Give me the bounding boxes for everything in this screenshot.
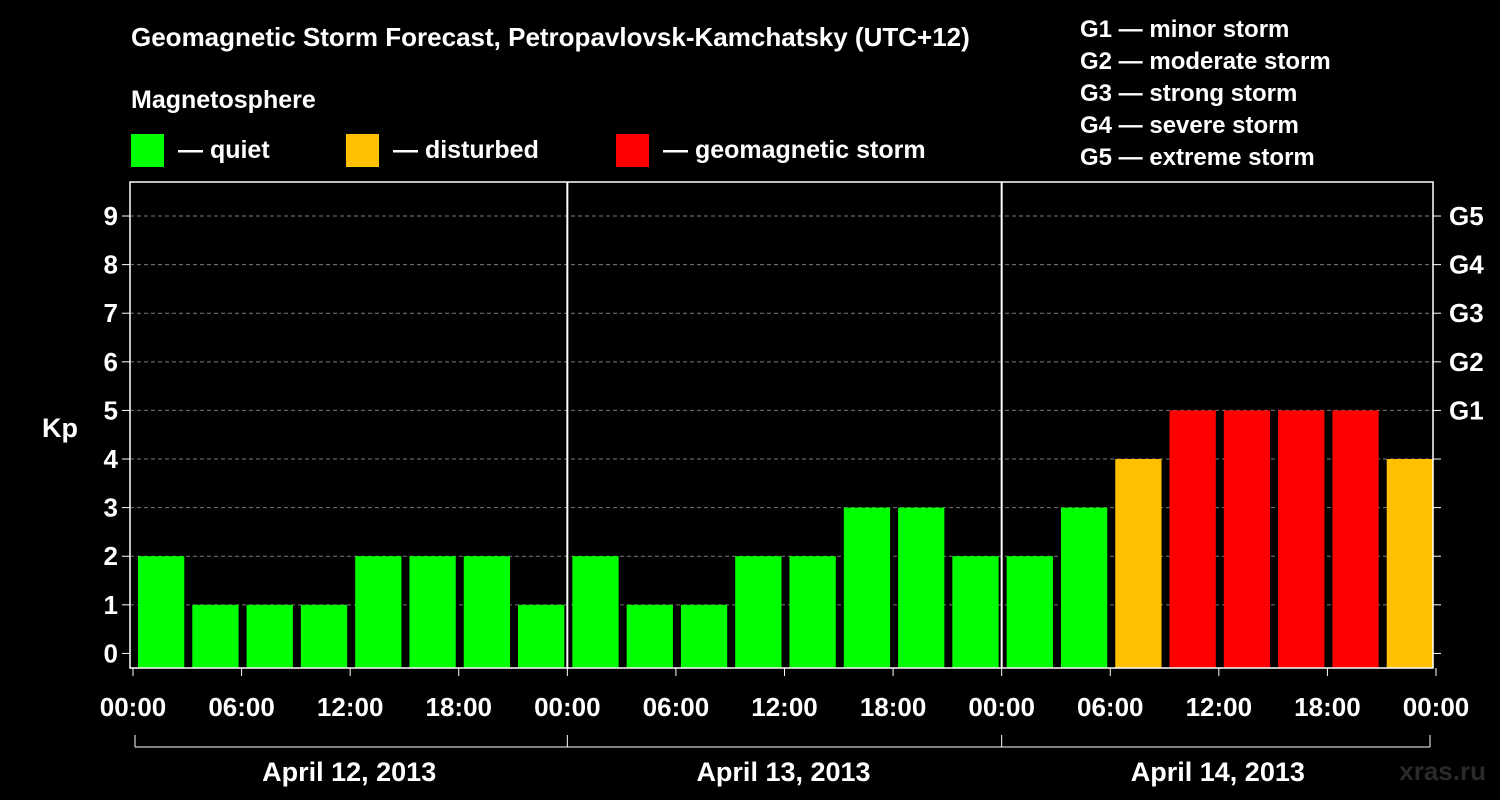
kp-bar [246,604,293,668]
kp-bar [1278,410,1325,668]
storm-scale-g3: G3 — strong storm [1080,80,1298,107]
kp-bar [300,604,348,668]
kp-bar [843,507,891,668]
storm-scale-g1: G1 — minor storm [1080,16,1290,43]
kp-bar [355,556,402,668]
kp-bar [138,556,185,668]
y-tick-label: 1 [104,590,118,620]
kp-bar [463,556,511,668]
kp-bar [1332,410,1379,668]
x-tick-label: 12:00 [317,692,384,722]
day-label: April 13, 2013 [696,757,870,787]
kp-bar [572,556,619,668]
legend-item-quiet: — quiet [131,133,270,167]
site-credit: xras.ru [1399,756,1486,786]
y-tick-label: 6 [104,347,118,377]
kp-bar [1169,410,1216,668]
x-tick-label: 00:00 [100,692,167,722]
day-label: April 12, 2013 [262,757,436,787]
y-tick-label: 7 [104,298,118,328]
y-axis-label: Kp [42,413,78,443]
storm-axis-label: G4 [1449,250,1484,280]
kp-bar [1386,459,1433,668]
plot-frame [129,181,1434,669]
kp-bar [626,604,673,668]
y-tick-label: 4 [104,444,119,474]
y-tick-label: 3 [104,493,118,523]
x-tick-label: 18:00 [1294,692,1361,722]
legend-item-disturbed: — disturbed [346,133,539,167]
x-tick-label: 06:00 [208,692,275,722]
x-tick-label: 06:00 [1077,692,1144,722]
kp-bar [789,556,836,668]
kp-bar [192,604,239,668]
y-tick-label: 0 [104,638,118,668]
legend-swatch-quiet [131,133,164,167]
x-tick-label: 00:00 [1403,692,1470,722]
x-tick-label: 18:00 [426,692,493,722]
legend-swatch-disturbed [346,133,379,167]
chart-title: Geomagnetic Storm Forecast, Petropavlovs… [131,22,970,52]
y-tick-label: 8 [104,250,118,280]
legend-label-storm: — geomagnetic storm [663,135,926,164]
legend-label-disturbed: — disturbed [393,135,539,164]
kp-bar [518,604,565,668]
day-label: April 14, 2013 [1131,757,1305,787]
kp-bar [409,556,456,668]
kp-bar [735,556,782,668]
kp-bar [1060,507,1108,668]
kp-bar [680,604,728,668]
storm-scale-g4: G4 — severe storm [1080,112,1299,139]
kp-bar [1006,556,1053,668]
x-tick-label: 18:00 [860,692,927,722]
x-tick-label: 12:00 [751,692,818,722]
y-tick-label: 9 [104,201,118,231]
storm-axis-label: G1 [1449,395,1484,425]
storm-axis-label: G3 [1449,298,1484,328]
kp-bar [952,556,999,668]
kp-bar [898,507,945,668]
kp-bar [1223,410,1271,668]
storm-scale-legend: G1 — minor storm G2 — moderate storm G3 … [1080,14,1331,174]
legend-label-quiet: — quiet [178,135,270,164]
y-tick-label: 5 [104,395,118,425]
storm-axis-label: G5 [1449,201,1484,231]
legend-item-storm: — geomagnetic storm [616,133,926,167]
x-tick-label: 06:00 [643,692,710,722]
storm-scale-g5: G5 — extreme storm [1080,144,1315,171]
x-tick-label: 00:00 [534,692,601,722]
kp-bar [1115,459,1162,668]
x-tick-label: 12:00 [1186,692,1253,722]
chart-subtitle: Magnetosphere [131,86,316,114]
legend-swatch-storm [616,133,649,167]
x-tick-label: 00:00 [968,692,1035,722]
y-tick-label: 2 [104,541,118,571]
storm-axis-label: G2 [1449,347,1484,377]
storm-scale-g2: G2 — moderate storm [1080,48,1331,75]
